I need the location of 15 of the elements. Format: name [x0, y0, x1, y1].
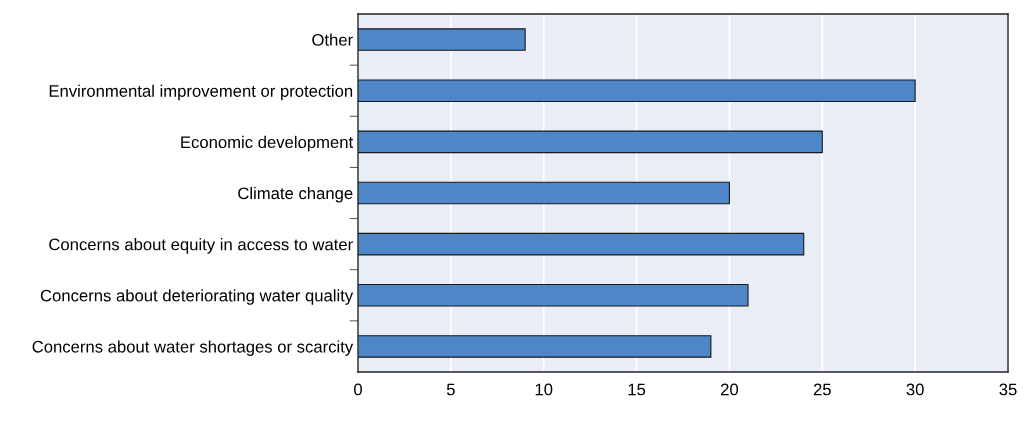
y-tick-label: Environmental improvement or protection: [49, 84, 353, 101]
x-tick-label: 0: [354, 383, 362, 396]
y-tick-label: Concerns about water shortages or scarcity: [32, 340, 354, 356]
y-tick-label: Concerns about equity in access to water: [49, 238, 353, 254]
y-tick-label: Climate change: [238, 186, 353, 203]
y-tick-label: Economic development: [181, 135, 354, 152]
y-tick-label: Other: [312, 33, 353, 46]
x-tick-label: 20: [721, 383, 739, 396]
x-tick-label: 15: [628, 383, 646, 396]
x-tick-label: 30: [906, 383, 924, 396]
x-tick-label: 10: [535, 383, 553, 396]
x-tick-label: 25: [813, 383, 831, 396]
x-tick-label: 5: [446, 383, 455, 396]
x-tick-label: 35: [999, 383, 1017, 396]
y-tick-label: Concerns about deteriorating water quality: [40, 289, 354, 305]
